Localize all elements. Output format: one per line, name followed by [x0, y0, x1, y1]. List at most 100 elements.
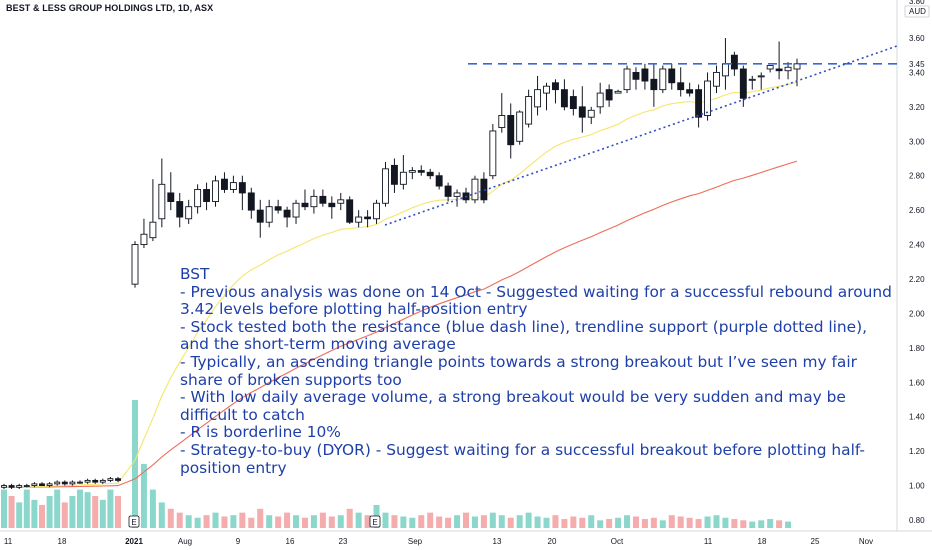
- candle-body: [632, 71, 640, 80]
- candle-body: [739, 68, 747, 99]
- volume-bar: [588, 515, 595, 528]
- analysis-note-line: - Previous analysis was done on 14 Oct -…: [180, 282, 892, 301]
- volume-bar: [149, 489, 156, 528]
- time-label: 25: [811, 537, 820, 546]
- candle-body: [721, 63, 729, 77]
- candle-body: [301, 202, 309, 208]
- volume-bar: [230, 515, 237, 528]
- volume-bar: [659, 520, 666, 528]
- candle-body: [39, 483, 45, 487]
- volume-bar: [132, 400, 138, 528]
- volume-bar: [686, 517, 693, 528]
- analysis-note-line: - Stock tested both the resistance (blue…: [180, 317, 868, 336]
- price-label: 1.00: [909, 482, 925, 491]
- analysis-note-line: 3.42 levels before plotting half-positio…: [180, 300, 528, 319]
- volume-bar: [84, 492, 91, 528]
- volume-bar: [23, 489, 30, 528]
- time-label: 23: [339, 537, 348, 546]
- price-label-top: 3.80: [909, 0, 925, 6]
- candle-body: [686, 89, 694, 94]
- volume-bar: [552, 515, 559, 528]
- candle-body: [140, 233, 148, 246]
- candle-body: [695, 89, 703, 118]
- volume-bar: [749, 521, 756, 528]
- currency-box: [904, 5, 930, 18]
- volume-bar: [471, 516, 478, 528]
- volume-bar: [266, 515, 273, 528]
- volume-bar: [140, 464, 147, 528]
- earnings-marker-label: E: [372, 518, 377, 527]
- volume-bar: [355, 512, 362, 528]
- candle-body: [399, 171, 407, 185]
- price-label: 2.40: [909, 241, 925, 250]
- candle-body: [238, 182, 246, 194]
- volume-bar: [543, 517, 550, 528]
- candle-body: [1, 485, 7, 488]
- volume-bar: [69, 496, 76, 528]
- candle-body: [390, 164, 398, 185]
- volume-bar: [176, 512, 183, 528]
- volume-bar: [203, 515, 210, 528]
- volume-bar: [731, 519, 738, 528]
- candle-body: [668, 68, 676, 84]
- price-label: 2.60: [909, 206, 925, 215]
- time-label: 13: [493, 537, 502, 546]
- time-label: 18: [58, 537, 67, 546]
- candle-body: [373, 202, 380, 220]
- volume-bar: [597, 520, 604, 528]
- candle-body: [623, 68, 631, 91]
- price-label: 2.20: [909, 275, 925, 284]
- time-label: 9: [236, 537, 241, 546]
- volume-bar: [480, 515, 487, 528]
- analysis-note: BST - Previous analysis was done on 14 Oc…: [180, 265, 892, 477]
- candle-body: [507, 115, 515, 146]
- candle-body: [265, 206, 273, 223]
- volume-bar: [615, 517, 622, 528]
- earnings-marker-label: E: [131, 518, 136, 527]
- candle-body: [578, 106, 586, 118]
- time-label: 11: [4, 537, 13, 546]
- candle-body: [426, 171, 434, 177]
- candle-body: [730, 54, 738, 70]
- price-label: 3.00: [909, 137, 925, 146]
- candle-body: [444, 185, 452, 197]
- plot-area: [0, 0, 897, 531]
- price-label: 2.80: [909, 172, 925, 181]
- volume-bar: [275, 516, 282, 528]
- candle-body: [319, 195, 327, 204]
- volume-bar: [310, 515, 317, 528]
- volume-bar: [740, 520, 747, 528]
- volume-bar: [409, 517, 416, 528]
- candle-body: [8, 485, 15, 488]
- volume-bar: [525, 512, 532, 528]
- candle-body: [435, 175, 443, 187]
- volume-bar: [418, 515, 425, 528]
- volume-bar: [677, 516, 684, 528]
- candle-body: [149, 221, 157, 239]
- candle-body: [46, 483, 53, 487]
- candle-body: [587, 109, 595, 118]
- candle-body: [605, 89, 613, 101]
- time-label: 18: [758, 537, 767, 546]
- volume-bar: [46, 496, 53, 528]
- candle-body: [292, 202, 300, 218]
- candle-body: [77, 481, 83, 484]
- price-label: 2.00: [909, 309, 925, 318]
- volume-bar: [400, 516, 407, 528]
- candle-body: [364, 216, 372, 220]
- price-label: 3.40: [909, 68, 925, 77]
- volume-bar: [115, 496, 121, 528]
- volume-bar: [212, 512, 219, 528]
- volume-bar: [1, 489, 7, 528]
- candle-body: [453, 192, 461, 197]
- candle-body: [16, 485, 23, 488]
- volume-bar: [284, 512, 291, 528]
- candle-body: [158, 183, 166, 220]
- volume-bar: [650, 517, 657, 528]
- earnings-marker: [369, 515, 381, 528]
- volume-bar: [767, 519, 774, 528]
- candle-body: [221, 178, 228, 190]
- candle-body: [498, 115, 506, 128]
- volume-bar: [534, 516, 541, 528]
